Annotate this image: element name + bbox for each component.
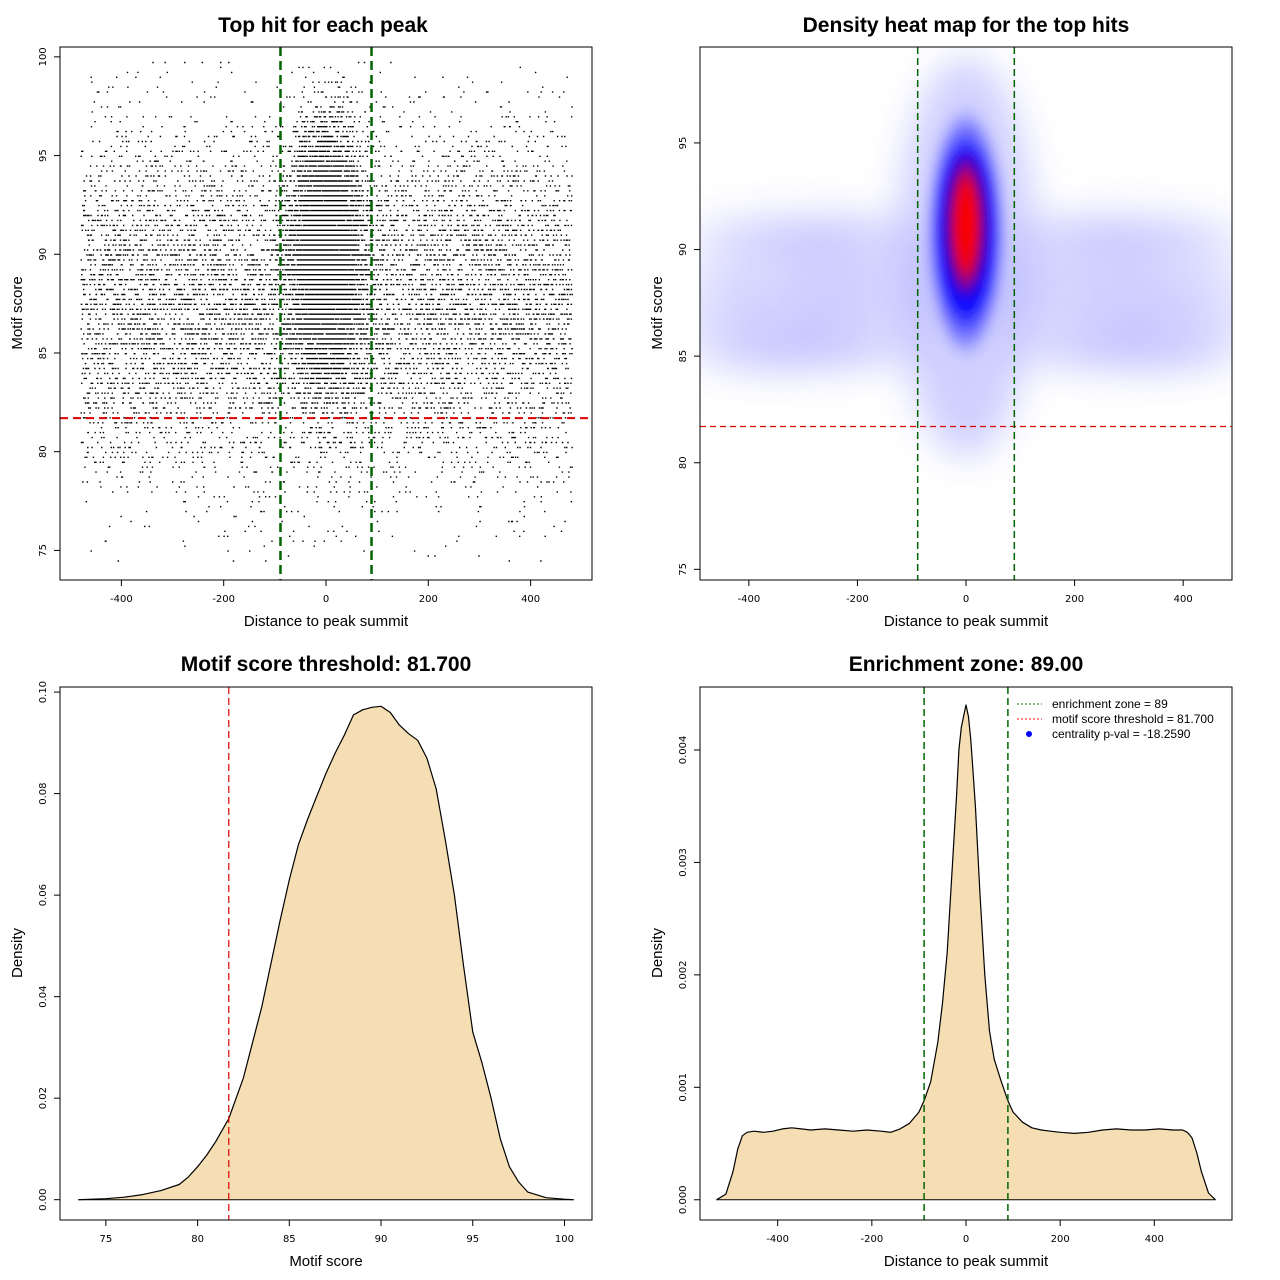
- score-density-x-tick-label: 100: [555, 1234, 574, 1245]
- scatter-point-cloud: [80, 61, 573, 562]
- scatter-y-tick-label: 75: [38, 544, 49, 557]
- heatmap-x-tick-label: 400: [1174, 594, 1193, 605]
- score-density-x-tick-label: 75: [99, 1234, 112, 1245]
- distance-density-axes: -400 -200 0 200 400 0.000 0.001 0.002 0.003 0.004: [678, 736, 1164, 1245]
- score-density-fill: [78, 706, 574, 1200]
- heatmap-background-band: [700, 305, 964, 386]
- score-density-x-label: Motif score: [289, 1253, 362, 1270]
- distance-density-x-tick-label: 0: [963, 1234, 969, 1245]
- scatter-y-tick-label: 80: [38, 445, 49, 458]
- scatter-y-label: Motif score: [9, 276, 26, 349]
- heatmap-axes: -400 -200 0 200 400 75 80 85 90 95: [678, 137, 1193, 605]
- score-density-plot-frame: [59, 686, 593, 1221]
- heatmap-x-tick-label: -200: [846, 594, 869, 605]
- panel-scatter: Top hit for each peak -400 -200 0 200 400 75 8…: [9, 14, 593, 630]
- scatter-y-tick-label: 95: [38, 149, 49, 162]
- scatter-title: Top hit for each peak: [218, 14, 428, 37]
- score-density-x-tick-label: 80: [191, 1234, 204, 1245]
- legend: enrichment zone = 89 motif score thresho…: [1017, 697, 1214, 741]
- scatter-y-tick-label: 85: [38, 347, 49, 360]
- heatmap-y-tick-label: 85: [678, 350, 689, 363]
- heatmap-reference-lines: [700, 47, 1232, 580]
- score-density-y-tick-label: 0.02: [38, 1087, 49, 1109]
- distance-density-title: Enrichment zone: 89.00: [849, 653, 1084, 676]
- scatter-x-tick-label: 0: [323, 594, 329, 605]
- distance-density-y-label: Density: [649, 927, 666, 978]
- distance-density-y-tick-label: 0.000: [678, 1185, 689, 1214]
- scatter-y-tick-label: 100: [38, 47, 49, 66]
- score-density-x-tick-label: 85: [283, 1234, 296, 1245]
- heatmap-red-core: [944, 147, 988, 304]
- score-density-axes: 75 80 85 90 95 100 0.00 0.02 0.04 0.06 0.08 0.10: [38, 681, 574, 1245]
- panel-heatmap: Density heat map for the top hits -400 -2…: [649, 14, 1233, 630]
- score-density-title: Motif score threshold: 81.700: [181, 653, 472, 676]
- heatmap-x-tick-label: -400: [738, 594, 761, 605]
- distance-density-y-tick-label: 0.003: [678, 848, 689, 877]
- distance-density-y-tick-label: 0.004: [678, 736, 689, 765]
- heatmap-x-label: Distance to peak summit: [884, 613, 1049, 630]
- heatmap-y-tick-label: 95: [678, 137, 689, 150]
- scatter-x-tick-label: 400: [521, 594, 540, 605]
- heatmap-density-field: [700, 57, 1232, 458]
- distance-density-x-tick-label: 200: [1051, 1234, 1070, 1245]
- score-density-y-tick-label: 0.10: [38, 681, 49, 703]
- heatmap-x-tick-label: 0: [963, 594, 969, 605]
- distance-density-curve: [716, 704, 1216, 1201]
- heatmap-y-tick-label: 75: [678, 563, 689, 576]
- distance-density-area: [716, 704, 1216, 1201]
- score-density-x-tick-label: 90: [375, 1234, 388, 1245]
- heatmap-y-tick-label: 80: [678, 456, 689, 469]
- heatmap-y-tick-label: 90: [678, 243, 689, 256]
- legend-label-motif-threshold: motif score threshold = 81.700: [1052, 712, 1214, 726]
- heatmap-x-tick-label: 200: [1065, 594, 1084, 605]
- heatmap-title: Density heat map for the top hits: [803, 14, 1130, 37]
- distance-density-reference-lines: [923, 687, 1009, 1220]
- distance-density-y-tick-label: 0.001: [678, 1073, 689, 1102]
- legend-label-centrality: centrality p-val = -18.2590: [1052, 727, 1191, 741]
- distance-density-x-tick-label: -400: [766, 1234, 789, 1245]
- legend-key-centrality-point: [1026, 731, 1032, 737]
- score-density-y-label: Density: [9, 927, 26, 978]
- score-density-y-tick-label: 0.06: [38, 884, 49, 906]
- panel-score-density: Motif score threshold: 81.700 75 80 85 90 95…: [9, 653, 593, 1270]
- heatmap-y-label: Motif score: [649, 276, 666, 349]
- score-density-curve: [78, 705, 574, 1201]
- scatter-x-label: Distance to peak summit: [244, 613, 409, 630]
- distance-density-fill: [716, 705, 1216, 1200]
- score-density-y-tick-label: 0.04: [38, 986, 49, 1008]
- score-density-y-tick-label: 0.00: [38, 1189, 49, 1211]
- panel-distance-density: Enrichment zone: 89.00 -400 -200 0 200 400 0.…: [649, 653, 1233, 1270]
- heatmap-background-band: [968, 305, 1232, 386]
- legend-label-enrichment-zone: enrichment zone = 89: [1052, 697, 1168, 711]
- score-density-area: [78, 705, 574, 1201]
- distance-density-x-tick-label: -200: [860, 1234, 883, 1245]
- distance-density-x-tick-label: 400: [1145, 1234, 1164, 1245]
- scatter-points: [80, 61, 573, 562]
- score-density-x-tick-label: 95: [466, 1234, 479, 1245]
- scatter-axes: -400 -200 0 200 400 75 80 85 90 95 100: [38, 47, 540, 605]
- scatter-y-tick-label: 90: [38, 248, 49, 261]
- distance-density-x-label: Distance to peak summit: [884, 1253, 1049, 1270]
- scatter-x-tick-label: 200: [419, 594, 438, 605]
- distance-density-y-tick-label: 0.002: [678, 961, 689, 990]
- scatter-reference-lines: [60, 47, 592, 580]
- score-density-y-tick-label: 0.08: [38, 782, 49, 804]
- scatter-x-tick-label: -200: [212, 594, 235, 605]
- scatter-x-tick-label: -400: [110, 594, 133, 605]
